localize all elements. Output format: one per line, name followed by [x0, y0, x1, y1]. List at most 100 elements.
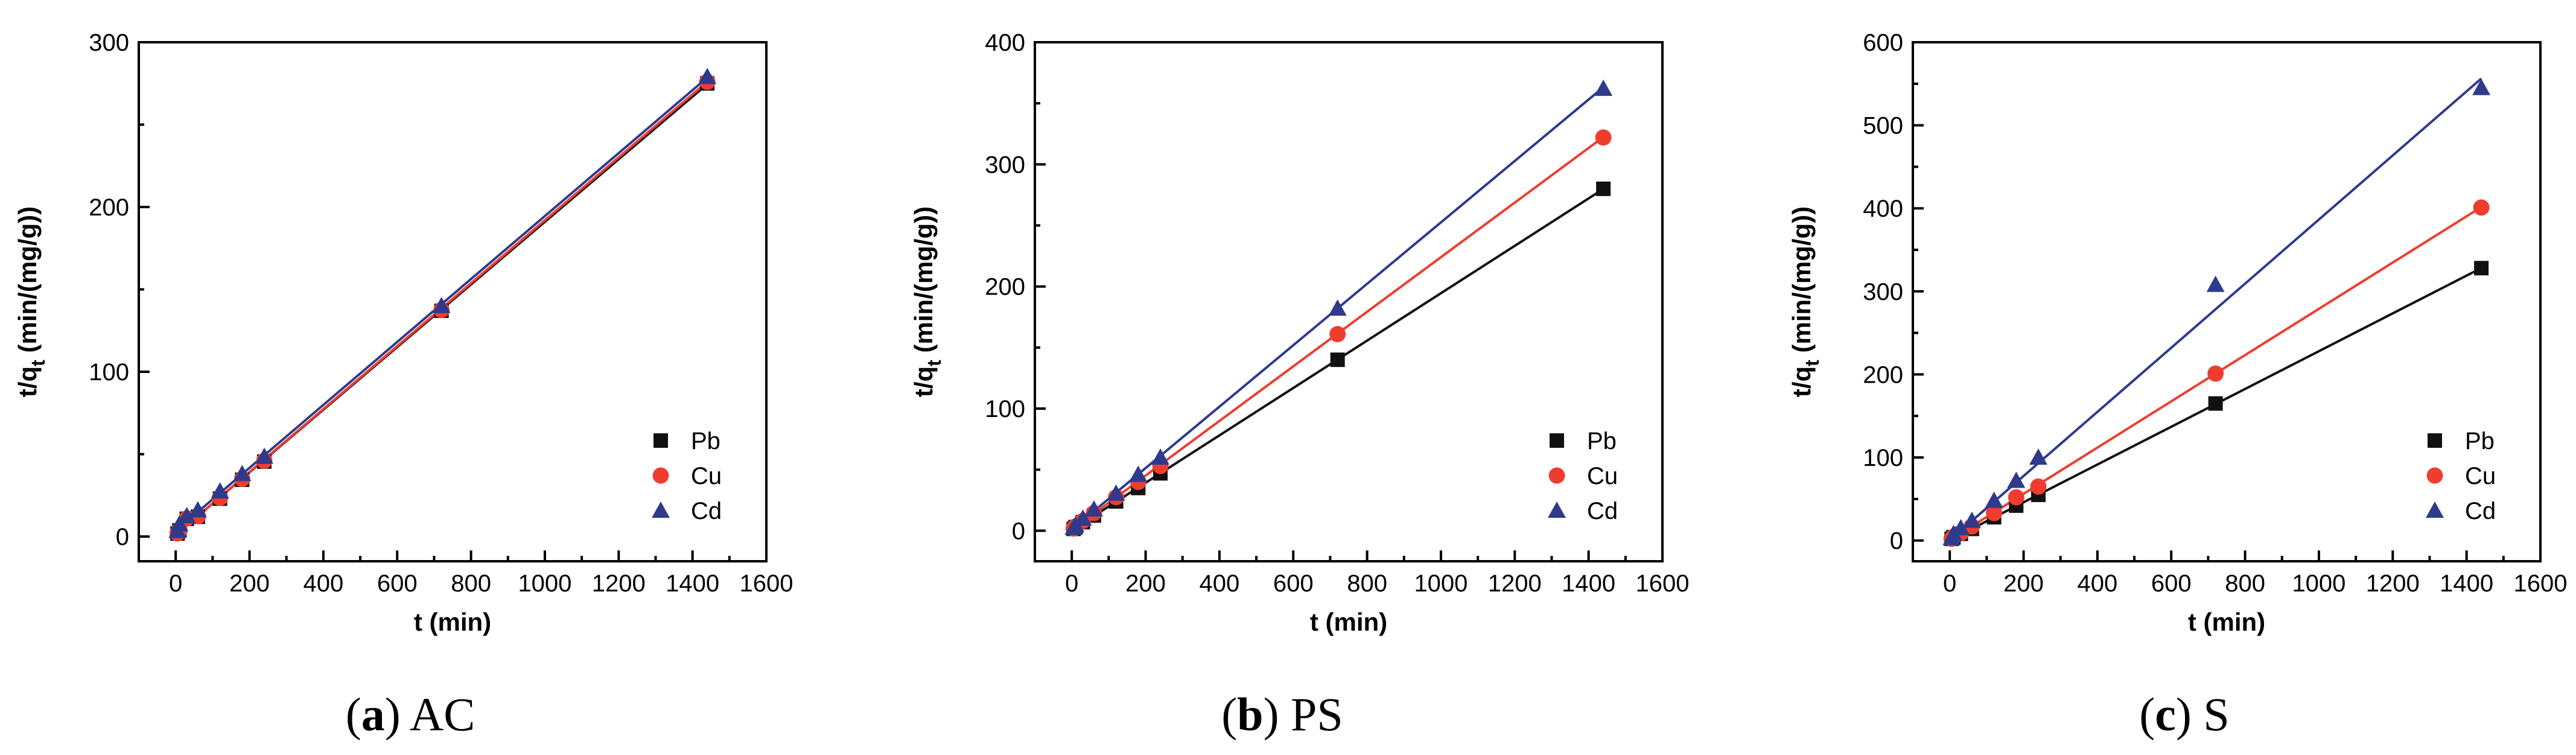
legend-label-cd: Cd: [1587, 498, 1618, 524]
caption-paren-open: (: [2139, 688, 2155, 741]
point-cd: [177, 506, 196, 523]
point-cd: [255, 447, 273, 464]
legend-label-cu: Cu: [1587, 463, 1618, 489]
point-cd: [1107, 484, 1125, 501]
x-tick-label: 400: [2078, 570, 2118, 597]
point-cd: [2029, 448, 2047, 465]
y-tick-label: 600: [1863, 30, 1903, 56]
y-axis-title-sub: t: [923, 360, 945, 366]
legend-marker-pb: [1550, 433, 1564, 448]
point-pb: [1596, 181, 1611, 196]
point-cd: [2007, 471, 2026, 488]
y-axis-title-units: (min/(mg/g)): [1787, 206, 1816, 360]
caption-paren-open: (: [346, 688, 361, 741]
point-cu: [1329, 326, 1346, 343]
y-tick-label: 400: [1863, 196, 1903, 222]
caption-paren-open: (: [1221, 688, 1237, 741]
legend-label-cu: Cu: [691, 463, 722, 489]
x-tick-label: 600: [2151, 570, 2192, 597]
y-tick-label: 200: [89, 194, 129, 221]
x-tick-label: 1400: [1562, 570, 1615, 597]
caption-paren-close: ): [2176, 688, 2203, 741]
point-cd: [211, 482, 229, 499]
x-tick-label: 400: [1200, 570, 1240, 597]
x-tick-label: 200: [2003, 570, 2044, 597]
point-cd: [1328, 299, 1347, 316]
y-tick-label: 200: [1863, 362, 1903, 388]
x-tick-label: 1000: [1414, 570, 1468, 597]
x-tick-label: 600: [1273, 570, 1314, 597]
point-cd: [698, 68, 717, 84]
caption-paren-close: ): [385, 688, 410, 741]
caption-letter: b: [1237, 688, 1263, 741]
x-tick-label: 800: [451, 570, 491, 597]
panel-caption: (b) PS: [1221, 688, 1343, 741]
point-cd: [2472, 78, 2491, 95]
caption-paren-close: ): [1264, 688, 1291, 741]
x-tick-label: 1400: [2440, 570, 2493, 597]
x-axis-title: t (min): [2188, 608, 2265, 636]
x-tick-label: 1200: [1488, 570, 1542, 597]
y-tick-label: 400: [985, 30, 1025, 56]
x-tick-label: 800: [1347, 570, 1387, 597]
x-tick-label: 0: [169, 570, 182, 597]
x-tick-label: 600: [377, 570, 418, 597]
point-cd: [1951, 518, 1970, 535]
plot-frame: [1034, 41, 1664, 562]
y-axis-title: t/qt (min/(mg/g)): [1787, 206, 1823, 397]
point-pb: [2474, 261, 2489, 276]
x-axis-title: t (min): [1310, 608, 1387, 636]
x-tick-label: 1600: [2514, 570, 2568, 597]
legend-label-pb: Pb: [2465, 428, 2495, 454]
point-cd: [2206, 275, 2225, 292]
legend-marker-cu: [2426, 467, 2443, 484]
point-cu: [1986, 505, 2003, 521]
y-tick-label: 300: [1863, 279, 1903, 305]
legend-marker-pb: [2428, 433, 2442, 448]
legend-marker-pb: [654, 433, 668, 448]
y-tick-label: 0: [1012, 518, 1025, 544]
legend-marker-cd: [2426, 502, 2444, 518]
point-cu: [2008, 489, 2024, 506]
x-tick-label: 1600: [1636, 570, 1690, 597]
y-axis-title-sub: t: [27, 360, 49, 366]
y-axis-title-main: t/q: [909, 366, 938, 397]
caption-letter: c: [2155, 688, 2176, 741]
x-tick-label: 1000: [2292, 570, 2345, 597]
y-axis-title-main: t/q: [13, 366, 42, 397]
caption-letter: a: [361, 688, 385, 741]
y-axis-title: t/qt (min/(mg/g)): [13, 206, 49, 397]
point-cu: [2207, 365, 2224, 382]
x-tick-label: 1600: [740, 570, 793, 597]
point-cd: [188, 501, 207, 518]
y-axis-title-units: (min/(mg/g)): [909, 206, 938, 360]
x-tick-label: 1200: [592, 570, 646, 597]
y-tick-label: 0: [116, 524, 129, 550]
x-tick-label: 400: [304, 570, 344, 597]
chart-panel-a: 0 200 400 600 800 1000 1200 1400 1600 0 100 200 300 t…: [13, 30, 793, 741]
point-cd: [1084, 500, 1103, 517]
plot-frame: [138, 41, 768, 562]
plot-frame: [1912, 41, 2542, 562]
point-cd: [1985, 491, 2003, 508]
y-tick-label: 0: [1890, 528, 1903, 555]
chart-panel-c: 0 200 400 600 800 1000 1200 1400 1600 0 100 200 300 4…: [1787, 30, 2567, 741]
legend-label-cd: Cd: [691, 498, 722, 524]
y-axis-title-sub: t: [1801, 360, 1823, 366]
y-tick-label: 100: [89, 359, 129, 386]
panel-caption: (a) AC: [346, 688, 475, 741]
point-cd: [170, 515, 189, 532]
legend-label-cu: Cu: [2465, 463, 2496, 489]
caption-name: S: [2203, 688, 2229, 741]
point-cd: [1962, 511, 1981, 528]
point-cd: [1594, 79, 1613, 96]
y-axis-title-main: t/q: [1787, 366, 1816, 397]
x-tick-label: 800: [2225, 570, 2265, 597]
legend-label-pb: Pb: [691, 428, 720, 454]
y-axis-title-units: (min/(mg/g)): [13, 206, 42, 360]
y-tick-label: 300: [89, 30, 129, 56]
x-tick-label: 1400: [666, 570, 719, 597]
point-pb: [2208, 396, 2223, 411]
